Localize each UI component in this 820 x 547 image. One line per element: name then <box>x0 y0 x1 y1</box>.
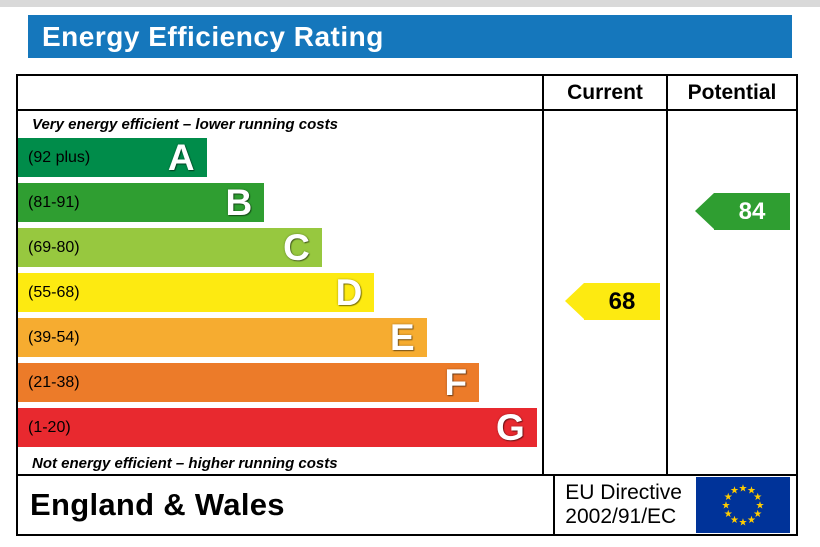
band-bar-b: (81-91) B <box>18 182 265 223</box>
band-range: (55-68) <box>28 283 80 301</box>
current-rating-arrow-point <box>565 283 584 319</box>
svg-text:★: ★ <box>724 509 733 520</box>
bottom-note: Not energy efficient – higher running co… <box>32 455 338 472</box>
svg-text:★: ★ <box>724 492 733 503</box>
svg-text:★: ★ <box>739 483 748 494</box>
current-column: 68 <box>542 111 666 474</box>
band-range: (21-38) <box>28 373 80 391</box>
current-rating-arrow: 68 <box>565 283 660 320</box>
band-list: (92 plus) A (81-91) B (69-80) C (55-68) D (39-54… <box>18 135 542 450</box>
eu-flag: ★ ★ ★ ★ ★ ★ ★ ★ ★ ★ ★ ★ <box>696 477 790 533</box>
band-bar-f: (21-38) F <box>18 362 480 403</box>
column-header-current: Current <box>542 76 666 111</box>
svg-text:★: ★ <box>730 515 739 526</box>
bands-area: Very energy efficient – lower running co… <box>18 111 542 474</box>
band-row-c: (69-80) C <box>18 225 542 270</box>
column-header-potential: Potential <box>666 76 796 111</box>
page-title: Energy Efficiency Rating <box>42 20 384 52</box>
band-row-f: (21-38) F <box>18 360 542 405</box>
top-note: Very energy efficient – lower running co… <box>32 116 338 133</box>
band-letter: D <box>335 272 363 313</box>
band-bar-g: (1-20) G <box>18 408 537 447</box>
svg-text:★: ★ <box>722 500 731 511</box>
band-range: (92 plus) <box>28 148 91 166</box>
band-letter: G <box>495 407 525 448</box>
eu-directive-line2: 2002/91/EC <box>565 505 677 528</box>
header-spacer <box>18 76 542 111</box>
band-row-a: (92 plus) A <box>18 135 542 180</box>
band-range: (81-91) <box>28 193 80 211</box>
band-bar-e: (39-54) E <box>18 318 427 357</box>
band-letter: F <box>444 362 468 403</box>
band-bar-c: (69-80) C <box>18 228 322 267</box>
eu-directive-line1: EU Directive <box>565 480 682 504</box>
potential-rating-arrow-value: 84 <box>738 197 766 225</box>
footer: England & Wales EU Directive 2002/91/EC … <box>16 474 798 536</box>
potential-column: 84 <box>666 111 796 474</box>
current-rating-arrow-value: 68 <box>608 287 636 315</box>
band-row-b: (81-91) B <box>18 180 542 225</box>
svg-text:★: ★ <box>747 486 756 497</box>
svg-text:★: ★ <box>753 492 762 503</box>
potential-rating-arrow: 84 <box>695 193 790 230</box>
band-range: (39-54) <box>28 328 80 346</box>
band-bar-d: (55-68) D <box>18 272 375 313</box>
band-bar-a: (92 plus) A <box>18 138 207 177</box>
band-letter: C <box>283 227 310 268</box>
band-range: (69-80) <box>28 238 80 256</box>
svg-text:★: ★ <box>730 486 739 497</box>
eu-flag-graphic: ★ ★★★★★★★★★★★ <box>696 477 790 533</box>
band-range: (1-20) <box>28 418 71 436</box>
svg-text:★: ★ <box>739 517 748 528</box>
svg-text:★: ★ <box>756 500 765 511</box>
band-letter: A <box>167 137 195 178</box>
band-row-e: (39-54) E <box>18 315 542 360</box>
band-letter: E <box>390 317 415 358</box>
band-row-g: (1-20) G <box>18 405 542 450</box>
region-label: England & Wales <box>30 487 285 522</box>
band-row-d: (55-68) D <box>18 270 542 315</box>
svg-text:★: ★ <box>747 515 756 526</box>
eu-directive: EU Directive 2002/91/EC <box>553 476 696 534</box>
epc-table: Current Potential Very energy efficient … <box>16 74 798 476</box>
svg-text:★: ★ <box>753 509 762 520</box>
potential-rating-arrow-point <box>695 193 714 229</box>
title-bar: Energy Efficiency Rating <box>28 15 792 58</box>
top-strip <box>0 0 820 7</box>
band-letter: B <box>225 182 253 223</box>
